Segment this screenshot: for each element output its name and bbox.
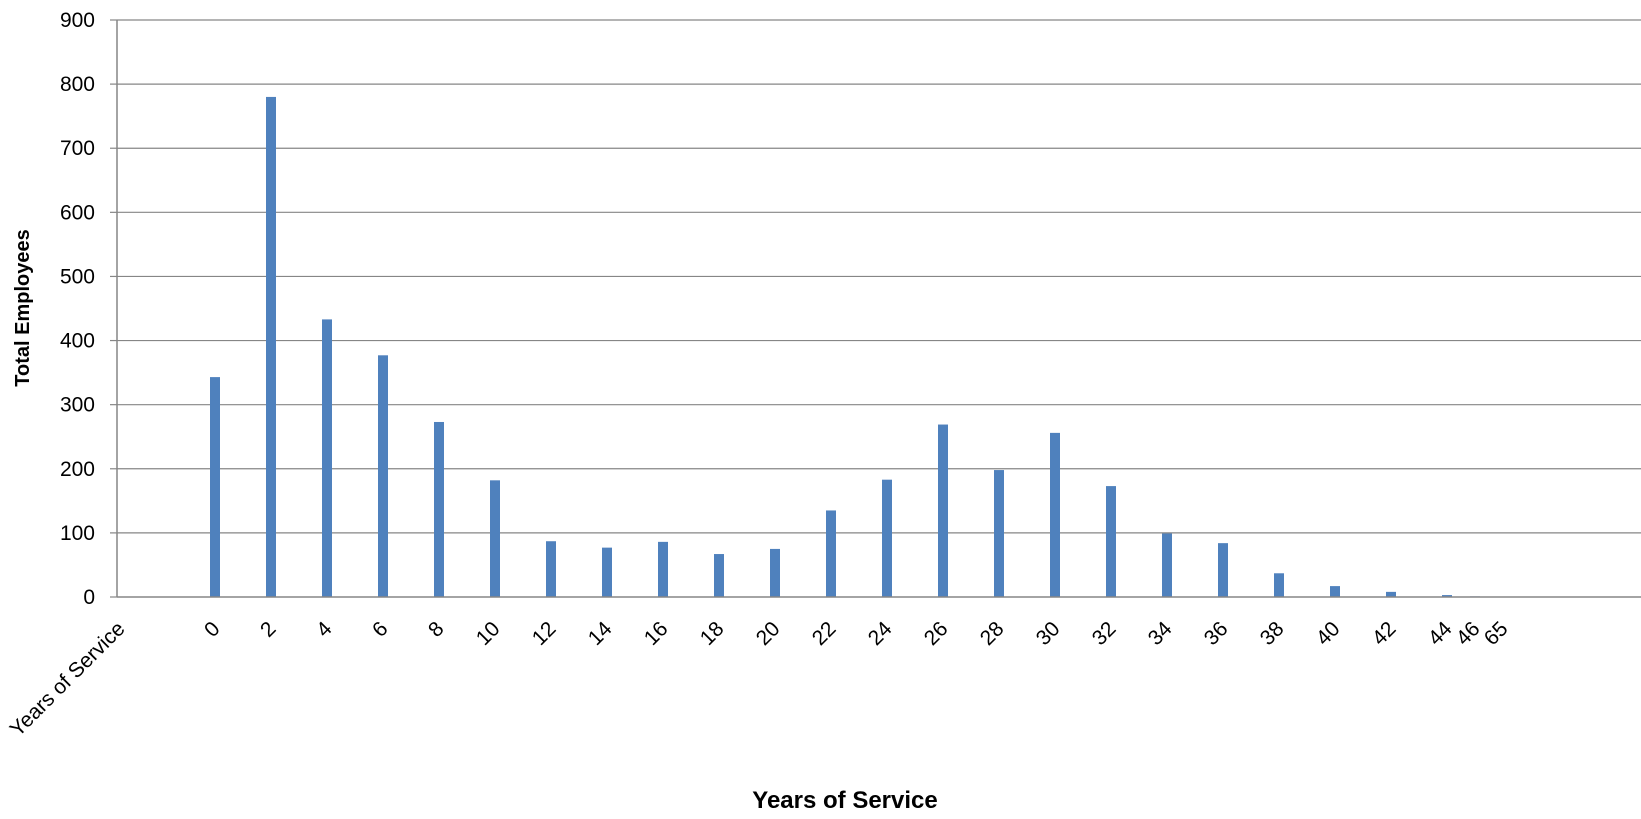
- bar: [658, 541, 668, 597]
- x-tick-label: 32: [1088, 617, 1121, 650]
- x-tick-label: 14: [584, 617, 617, 650]
- bar: [378, 355, 388, 597]
- y-tick-label: 500: [60, 265, 95, 288]
- gridlines: [110, 19, 1641, 598]
- bars: [210, 96, 1480, 597]
- y-tick-label: 0: [83, 586, 95, 609]
- bar: [1386, 591, 1396, 597]
- y-tick-label: 400: [60, 330, 95, 353]
- y-tick-label: 100: [60, 522, 95, 545]
- x-tick-label: 10: [472, 617, 505, 650]
- bar: [434, 421, 444, 597]
- x-axis-title: Years of Service: [752, 787, 937, 814]
- x-tick-label: 40: [1312, 617, 1345, 650]
- bar: [994, 470, 1004, 597]
- x-tick-label: 8: [424, 617, 449, 642]
- y-tick-label: 300: [60, 394, 95, 417]
- y-tick-labels: 0 100 200 300 400 500 600 700 800 900: [60, 9, 95, 609]
- x-tick-label: 20: [752, 617, 785, 650]
- x-tick-label: 0: [200, 617, 225, 642]
- bar: [1050, 432, 1060, 597]
- x-tick-label: 22: [808, 617, 841, 650]
- x-tick-label: 42: [1368, 617, 1401, 650]
- x-tick-label: 65: [1480, 617, 1513, 650]
- x-tick-label: 34: [1144, 617, 1177, 650]
- bar: [1218, 543, 1228, 597]
- bar: [1442, 595, 1452, 597]
- x-tick-label: 16: [640, 617, 673, 650]
- x-tick-labels: Years of Service 0 2 4 6 8 10 12 14 16 18 20 22 24 26 2…: [6, 617, 1513, 741]
- bar: [1330, 586, 1340, 597]
- x-tick-label: 38: [1256, 617, 1289, 650]
- bar: [938, 424, 948, 597]
- bar: [322, 319, 332, 597]
- y-tick-label: 200: [60, 458, 95, 481]
- bar: [1162, 533, 1172, 597]
- x-tick-label: 4: [312, 617, 337, 642]
- y-tick-label: 900: [60, 9, 95, 32]
- x-tick-label: 24: [864, 617, 897, 650]
- x-tick-label: 2: [256, 617, 281, 642]
- x-tick-label: Years of Service: [6, 617, 130, 741]
- x-tick-label: 26: [920, 617, 953, 650]
- x-tick-label: 30: [1032, 617, 1065, 650]
- bar: [266, 96, 276, 597]
- bar: [546, 541, 556, 597]
- x-tick-label: 12: [528, 617, 561, 650]
- bar: [714, 554, 724, 597]
- bar: [770, 548, 780, 597]
- y-axis-title: Total Employees: [12, 229, 34, 386]
- bar: [1106, 486, 1116, 597]
- x-tick-label: 36: [1200, 617, 1233, 650]
- bar: [210, 377, 220, 597]
- bar: [826, 510, 836, 597]
- bar: [490, 480, 500, 597]
- y-tick-label: 600: [60, 201, 95, 224]
- y-tick-label: 800: [60, 73, 95, 96]
- bar: [602, 547, 612, 597]
- bar: [1274, 573, 1284, 597]
- x-tick-label: 18: [696, 617, 729, 650]
- bar: [882, 479, 892, 597]
- x-tick-label: 28: [976, 617, 1009, 650]
- y-tick-label: 700: [60, 137, 95, 160]
- x-tick-label: 6: [368, 617, 393, 642]
